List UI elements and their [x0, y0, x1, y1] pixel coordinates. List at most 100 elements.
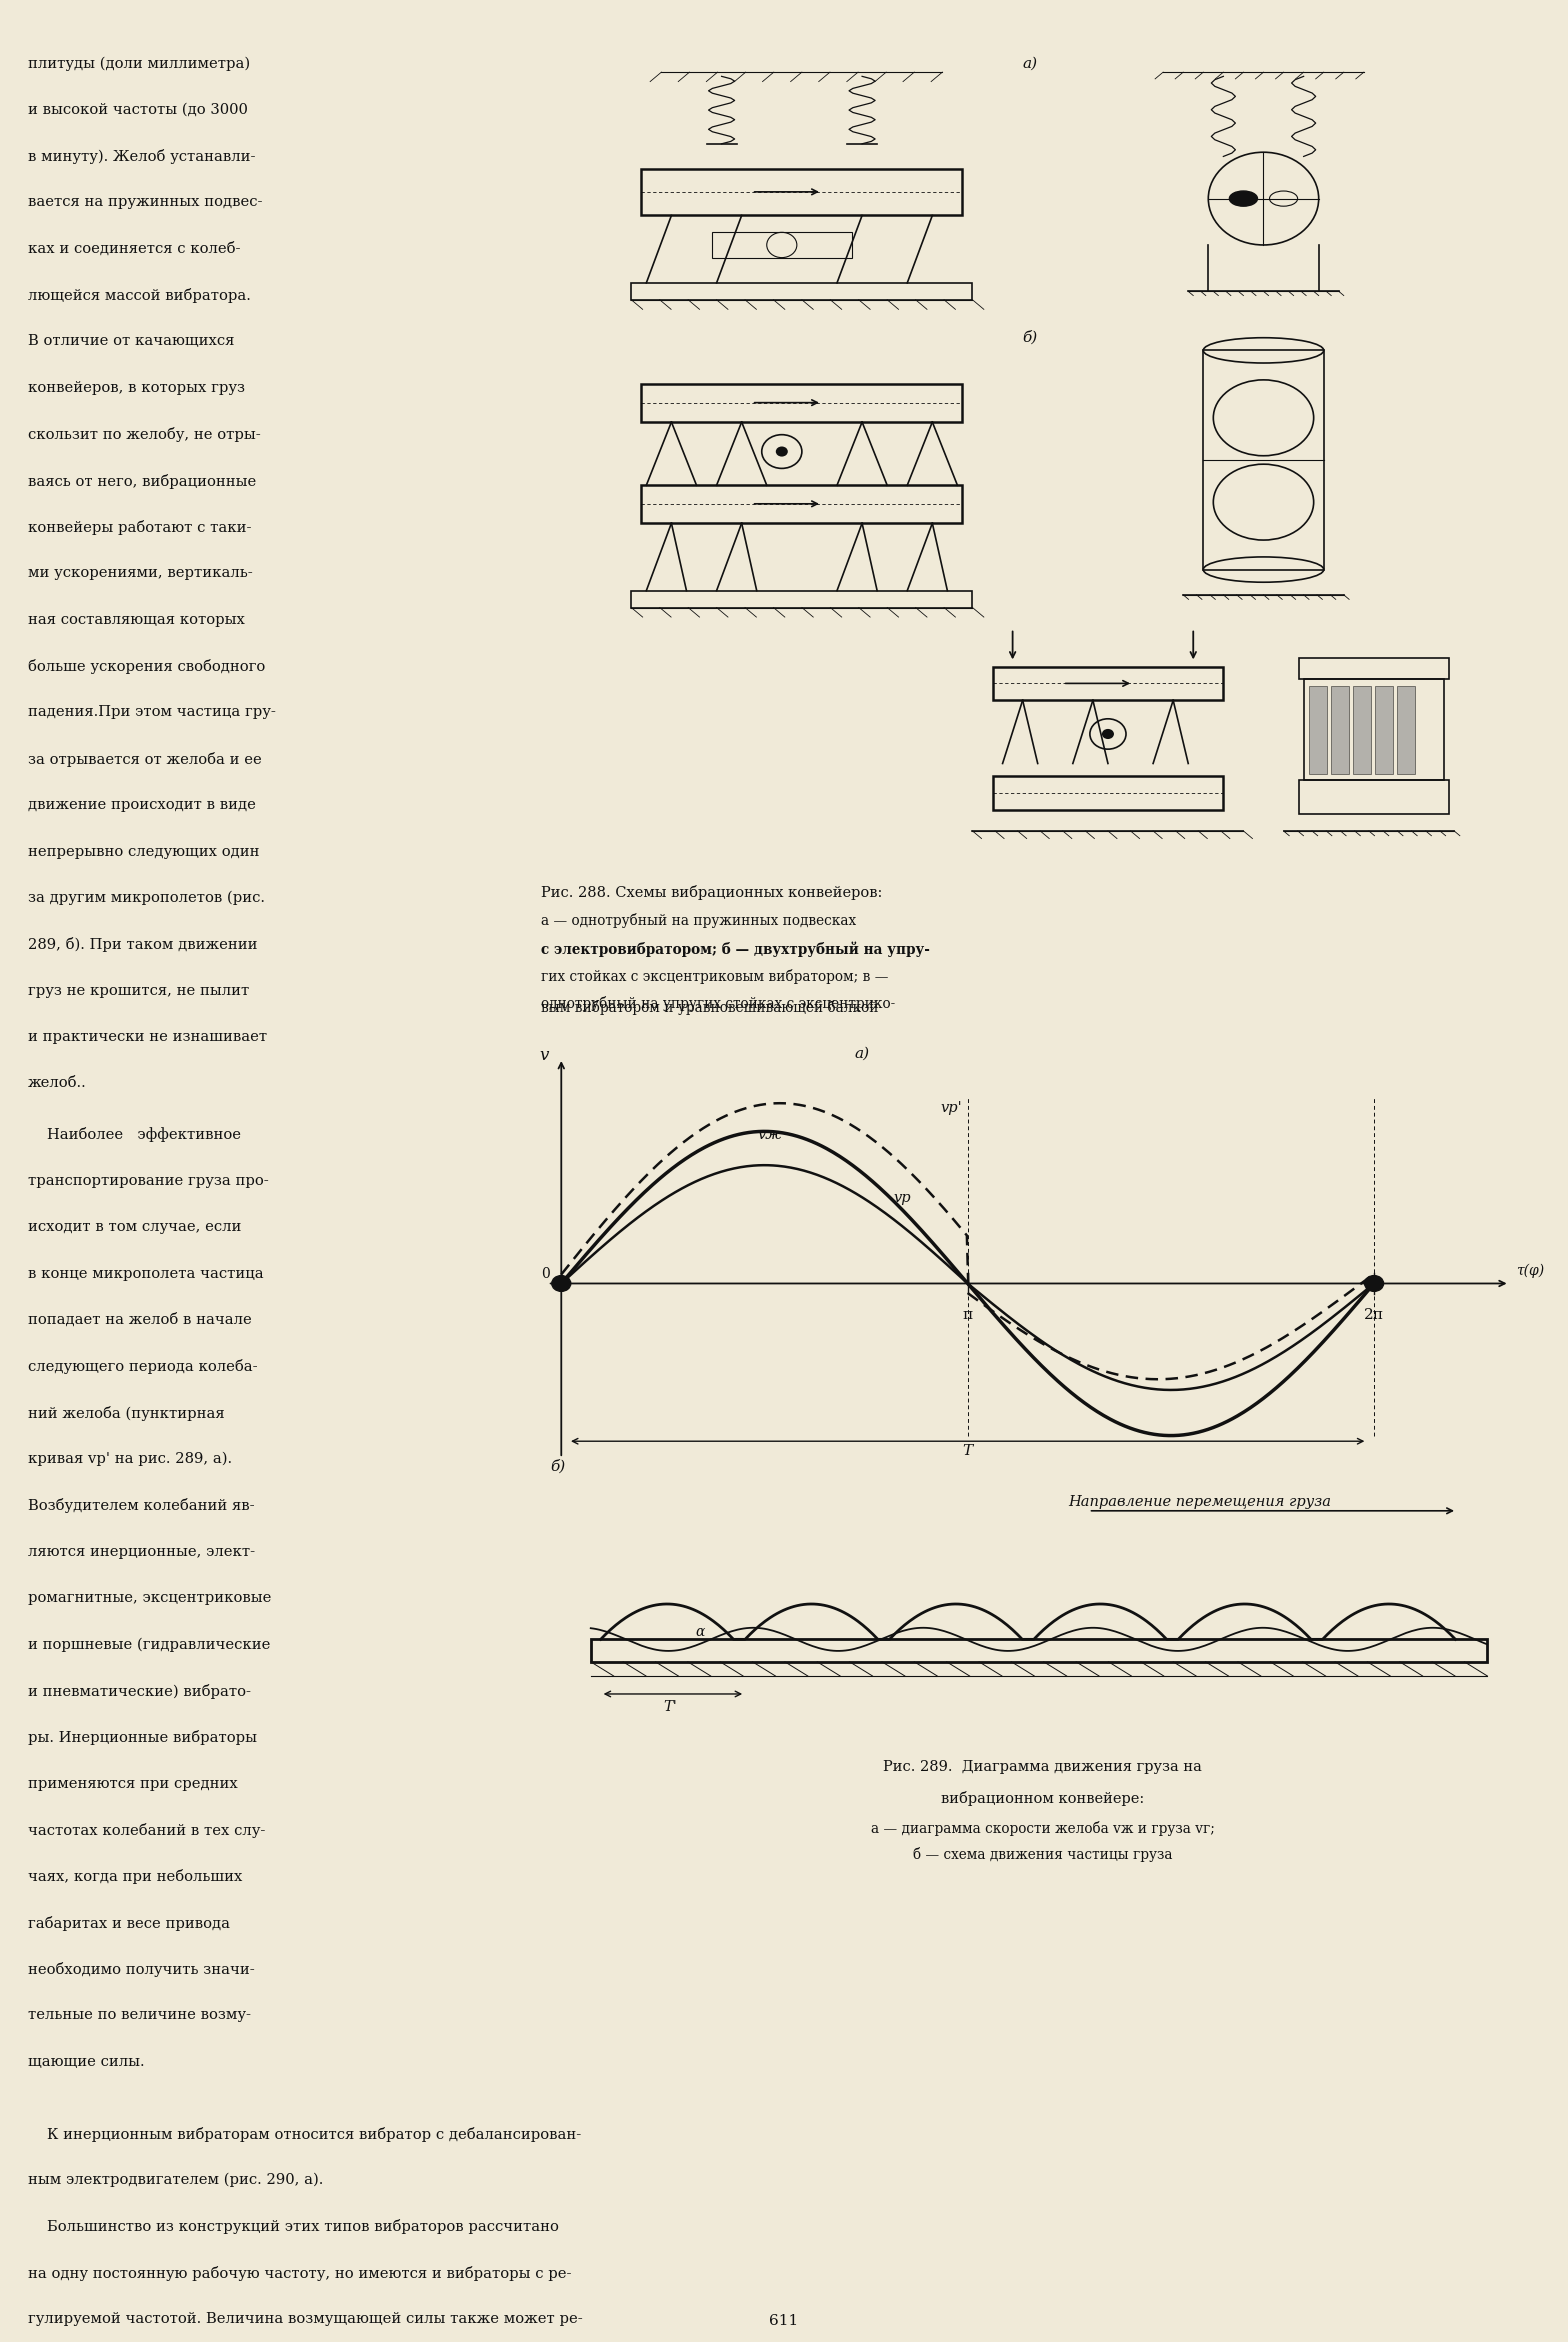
Circle shape [1364, 1276, 1383, 1290]
Bar [1331, 686, 1348, 773]
Text: и поршневые (гидравлические: и поршневые (гидравлические [28, 1637, 271, 1651]
Text: Наиболее   эффективное: Наиболее эффективное [28, 1127, 241, 1143]
Bar [641, 485, 963, 522]
Text: T: T [963, 1445, 972, 1459]
Text: 289, б). При таком движении: 289, б). При таком движении [28, 937, 257, 953]
Bar [632, 590, 972, 607]
Text: вается на пружинных подвес-: вается на пружинных подвес- [28, 194, 263, 208]
Text: транспортирование груза про-: транспортирование груза про- [28, 1173, 270, 1187]
Text: ми ускорениями, вертикаль-: ми ускорениями, вертикаль- [28, 567, 252, 581]
Ellipse shape [1270, 192, 1298, 206]
Text: ромагнитные, эксцентриковые: ромагнитные, эксцентриковые [28, 1590, 271, 1604]
Text: движение происходит в виде: движение происходит в виде [28, 799, 256, 813]
Text: vр': vр' [941, 1101, 963, 1115]
Bar [1309, 686, 1327, 773]
Text: ний желоба (пунктирная: ний желоба (пунктирная [28, 1405, 224, 1422]
Text: следующего периода колеба-: следующего периода колеба- [28, 1358, 257, 1375]
Text: б): б) [550, 1459, 566, 1473]
Text: В отличие от качающихся: В отличие от качающихся [28, 335, 235, 349]
Text: в конце микрополета частица: в конце микрополета частица [28, 1267, 263, 1281]
Bar [1397, 686, 1414, 773]
Bar [712, 232, 851, 258]
Circle shape [776, 447, 787, 457]
Text: а): а) [855, 1047, 870, 1061]
Text: ляются инерционные, элект-: ляются инерционные, элект- [28, 1546, 256, 1560]
Circle shape [1102, 728, 1113, 740]
Text: ках и соединяется с колеб-: ках и соединяется с колеб- [28, 241, 241, 255]
Bar [1353, 686, 1370, 773]
Text: тельные по величине возму-: тельные по величине возму- [28, 2009, 251, 2023]
Text: и пневматические) вибрато-: и пневматические) вибрато- [28, 1684, 251, 1698]
Text: vр: vр [894, 1192, 911, 1206]
Text: vж: vж [757, 1129, 782, 1143]
Text: вибрационном конвейере:: вибрационном конвейере: [941, 1792, 1145, 1806]
Text: б): б) [1022, 330, 1038, 344]
Text: π: π [963, 1309, 972, 1323]
Text: б — схема движения частицы груза: б — схема движения частицы груза [913, 1848, 1173, 1862]
Bar [641, 169, 963, 215]
Text: необходимо получить значи-: необходимо получить значи- [28, 1963, 256, 1977]
Text: желоб..: желоб.. [28, 1077, 86, 1091]
Text: конвейеров, в которых груз: конвейеров, в которых груз [28, 382, 245, 396]
Text: лющейся массой вибратора.: лющейся массой вибратора. [28, 288, 251, 302]
Bar [1298, 780, 1449, 815]
Text: за другим микрополетов (рис.: за другим микрополетов (рис. [28, 890, 265, 906]
Bar [641, 384, 963, 422]
Bar [993, 775, 1223, 810]
Text: габаритах и весе привода: габаритах и весе привода [28, 1916, 230, 1930]
Text: ная составляющая которых: ная составляющая которых [28, 614, 245, 628]
Text: за отрывается от желоба и ее: за отрывается от желоба и ее [28, 752, 262, 766]
Text: применяются при средних: применяются при средних [28, 1778, 238, 1792]
Text: конвейеры работают с таки-: конвейеры работают с таки- [28, 520, 252, 534]
Text: Направление перемещения груза: Направление перемещения груза [1069, 1494, 1331, 1508]
Bar [993, 667, 1223, 700]
Text: ным электродвигателем (рис. 290, а).: ным электродвигателем (рис. 290, а). [28, 2173, 323, 2187]
Text: гих стойках с эксцентриковым вибратором; в —: гих стойках с эксцентриковым вибратором;… [541, 970, 889, 984]
Text: T': T' [663, 1700, 677, 1714]
Text: ры. Инерционные вибраторы: ры. Инерционные вибраторы [28, 1731, 257, 1745]
Text: α: α [695, 1625, 704, 1639]
Text: в минуту). Желоб устанавли-: в минуту). Желоб устанавли- [28, 150, 256, 164]
Text: щающие силы.: щающие силы. [28, 2054, 144, 2068]
Text: на одну постоянную рабочую частоту, но имеются и вибраторы с ре-: на одну постоянную рабочую частоту, но и… [28, 2265, 572, 2281]
Bar [1303, 679, 1444, 780]
Bar [591, 1639, 1486, 1663]
Text: v: v [539, 1047, 549, 1063]
Text: и практически не изнашивает: и практически не изнашивает [28, 1030, 268, 1045]
Text: падения.При этом частица гру-: падения.При этом частица гру- [28, 705, 276, 719]
Text: однотрубный на упругих стойках с эксцентрико-: однотрубный на упругих стойках с эксцент… [541, 995, 895, 1012]
Bar [1298, 658, 1449, 679]
Text: кривая vр' на рис. 289, а).: кривая vр' на рис. 289, а). [28, 1452, 232, 1466]
Text: Возбудителем колебаний яв-: Возбудителем колебаний яв- [28, 1499, 256, 1513]
Text: непрерывно следующих один: непрерывно следующих один [28, 845, 260, 860]
Text: гулируемой частотой. Величина возмущающей силы также может ре-: гулируемой частотой. Величина возмущающе… [28, 2312, 583, 2326]
Text: а — однотрубный на пружинных подвесках: а — однотрубный на пружинных подвесках [541, 913, 856, 927]
Text: плитуды (доли миллиметра): плитуды (доли миллиметра) [28, 56, 251, 70]
Text: больше ускорения свободного: больше ускорения свободного [28, 658, 265, 674]
Text: 2π: 2π [1364, 1309, 1385, 1323]
Text: исходит в том случае, если: исходит в том случае, если [28, 1220, 241, 1234]
Text: τ(φ): τ(φ) [1516, 1262, 1544, 1279]
Text: Рис. 289.  Диаграмма движения груза на: Рис. 289. Диаграмма движения груза на [883, 1759, 1203, 1773]
Text: попадает на желоб в начале: попадает на желоб в начале [28, 1314, 252, 1328]
Text: ваясь от него, вибрационные: ваясь от него, вибрационные [28, 473, 257, 489]
Text: груз не крошится, не пылит: груз не крошится, не пылит [28, 984, 249, 998]
Text: а): а) [1022, 56, 1038, 70]
Text: с электровибратором; б — двухтрубный на упру-: с электровибратором; б — двухтрубный на … [541, 941, 930, 958]
Text: Рис. 288. Схемы вибрационных конвейеров:: Рис. 288. Схемы вибрационных конвейеров: [541, 885, 883, 899]
Text: частотах колебаний в тех слу-: частотах колебаний в тех слу- [28, 1822, 265, 1838]
Circle shape [552, 1276, 571, 1290]
Text: Большинство из конструкций этих типов вибраторов рассчитано: Большинство из конструкций этих типов ви… [28, 2220, 560, 2234]
Text: а — диаграмма скорости желоба vж и груза vг;: а — диаграмма скорости желоба vж и груза… [870, 1820, 1215, 1836]
Ellipse shape [1229, 192, 1258, 206]
Text: вым вибратором и уравновешивающей балкой: вым вибратором и уравновешивающей балкой [541, 1000, 878, 1014]
Text: и высокой частоты (до 3000: и высокой частоты (до 3000 [28, 103, 248, 117]
Text: 611: 611 [770, 2314, 798, 2328]
Bar [632, 283, 972, 300]
Bar [1203, 351, 1323, 569]
Bar [1375, 686, 1392, 773]
Text: чаях, когда при небольших: чаях, когда при небольших [28, 1869, 243, 1885]
Text: К инерционным вибраторам относится вибратор с дебалансирован-: К инерционным вибраторам относится вибра… [28, 2127, 582, 2141]
Text: 0: 0 [541, 1267, 549, 1281]
Text: скользит по желобу, не отры-: скользит по желобу, не отры- [28, 426, 260, 443]
